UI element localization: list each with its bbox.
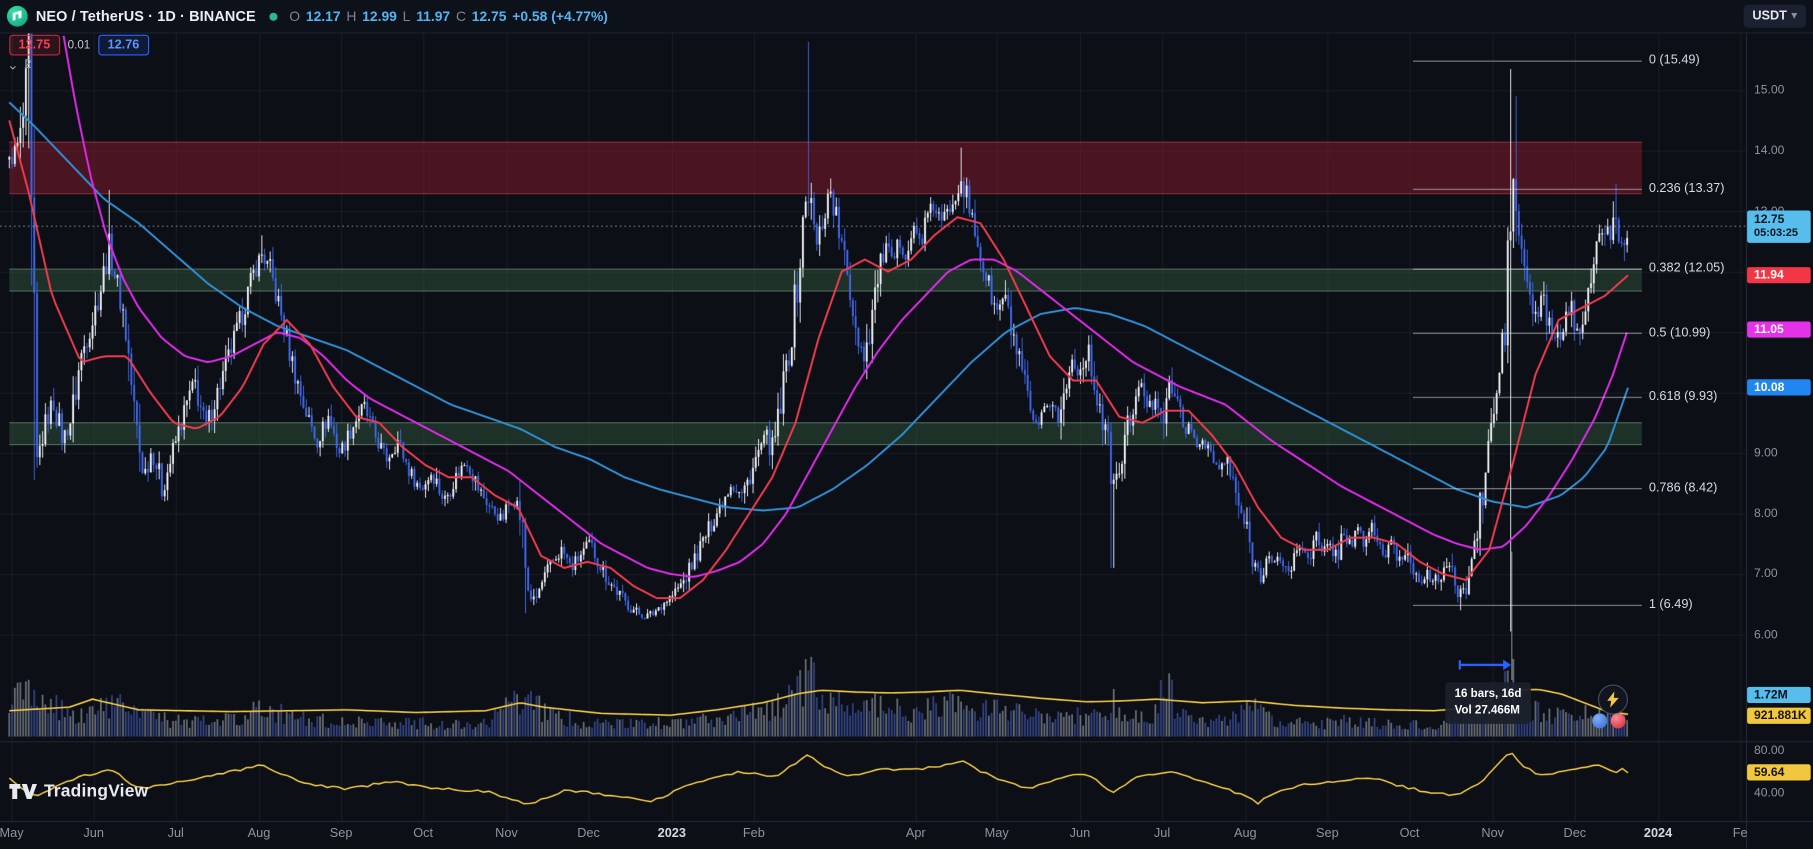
tradingview-wordmark: TradingView xyxy=(43,781,149,802)
open-label: O xyxy=(289,8,301,25)
time-axis-label-Jul: Jul xyxy=(1153,826,1171,841)
time-axis-label-Aug: Aug xyxy=(247,826,271,841)
time-axis-label-Jun: Jun xyxy=(83,826,104,841)
chart-topbar: NEO / TetherUS · 1D · BINANCE O 12.17 H … xyxy=(0,0,1813,34)
indicators-collapse-toggle[interactable]: ⌄ 2 xyxy=(7,58,31,72)
price-tag-1275: 12.75 05:03:25 xyxy=(1747,210,1811,243)
ohlc-readout: O 12.17 H 12.99 L 11.97 C 12.75 +0.58 (+… xyxy=(289,8,608,24)
open-value: 12.17 xyxy=(305,8,341,25)
reaction-icons xyxy=(1592,713,1626,729)
symbol-title: NEO / TetherUS · 1D · BINANCE xyxy=(35,8,256,25)
quick-trade-button[interactable] xyxy=(1597,684,1628,715)
time-axis-label-Apr: Apr xyxy=(905,826,926,841)
price-tag-5964: 59.64 xyxy=(1747,764,1811,781)
price-scale-label: 6.00 xyxy=(1754,627,1778,642)
price-tag-1105: 11.05 xyxy=(1747,320,1811,338)
time-axis-label-Dec: Dec xyxy=(1563,826,1587,841)
price-scale-label: 9.00 xyxy=(1754,446,1778,460)
measure-tooltip: 16 bars, 16d Vol 27.466M xyxy=(1445,682,1531,724)
time-axis[interactable]: May Jun Jul Aug Sep Oct Nov Dec 2023 Feb Apr May Jun… xyxy=(0,821,1813,849)
indicator-count: 2 xyxy=(24,57,32,72)
time-axis-label-Nov: Nov xyxy=(1481,826,1505,841)
measure-bars-text: 16 bars, 16d xyxy=(1454,687,1522,701)
time-axis-label-May: May xyxy=(0,826,24,841)
price-tag-1194: 11.94 xyxy=(1747,267,1811,284)
price-scale-label: 15.00 xyxy=(1754,83,1785,98)
reaction-icon-blue[interactable] xyxy=(1592,713,1608,729)
indicator-scale-label: 40.00 xyxy=(1754,786,1785,801)
symbol-button[interactable]: NEO / TetherUS · 1D · BINANCE xyxy=(6,5,256,27)
spread-value: 0.01 xyxy=(67,38,91,52)
price-scale-label: 14.00 xyxy=(1754,143,1785,158)
time-axis-label-Sep: Sep xyxy=(1316,826,1339,841)
indicator-scale-label: 80.00 xyxy=(1754,743,1785,758)
time-axis-label-Fe: Fe xyxy=(1732,826,1748,841)
price-scale[interactable]: 16.0015.0014.0013.009.008.007.006.0080.0… xyxy=(1746,0,1813,849)
time-axis-label-Oct: Oct xyxy=(413,826,434,841)
high-label: H xyxy=(346,8,357,25)
time-axis-label-Dec: Dec xyxy=(577,826,600,841)
time-axis-label-Oct: Oct xyxy=(1399,826,1420,841)
low-label: L xyxy=(402,8,411,25)
time-axis-label-Feb: Feb xyxy=(742,826,765,841)
price-scale-label: 7.00 xyxy=(1754,567,1778,581)
time-axis-label-Aug: Aug xyxy=(1233,826,1257,841)
sell-price-button[interactable]: 12.75 xyxy=(9,34,60,56)
chevron-down-icon: ▾ xyxy=(1791,8,1797,21)
price-tag-921881K: 921.881K xyxy=(1747,707,1811,724)
market-status-icon[interactable] xyxy=(269,12,278,21)
price-tag-172M: 1.72M xyxy=(1747,686,1811,703)
lightning-icon xyxy=(1607,691,1619,708)
time-axis-label-2024: 2024 xyxy=(1643,826,1673,841)
quote-row: 12.75 0.01 12.76 xyxy=(9,34,149,56)
tradingview-mark-icon xyxy=(9,783,37,799)
time-axis-label-Nov: Nov xyxy=(495,826,518,841)
change-value: +0.58 (+4.77%) xyxy=(512,8,608,25)
price-tag-1008: 10.08 xyxy=(1747,379,1811,396)
chevron-down-icon: ⌄ xyxy=(6,56,19,73)
reaction-icon-red[interactable] xyxy=(1610,713,1626,729)
time-axis-label-Sep: Sep xyxy=(329,826,353,841)
symbol-logo-icon xyxy=(6,5,28,27)
measure-volume-text: Vol 27.466M xyxy=(1454,704,1520,717)
buy-price-button[interactable]: 12.76 xyxy=(98,34,149,56)
time-axis-label-May: May xyxy=(984,826,1009,841)
high-value: 12.99 xyxy=(362,8,397,25)
currency-toggle-button[interactable]: USDT ▾ xyxy=(1743,4,1807,28)
price-scale-label: 8.00 xyxy=(1754,506,1778,521)
time-axis-label-Jun: Jun xyxy=(1069,826,1091,841)
currency-label: USDT xyxy=(1752,9,1787,24)
tradingview-logo[interactable]: TradingView xyxy=(9,781,149,802)
time-axis-label-Jul: Jul xyxy=(167,826,184,841)
close-value: 12.75 xyxy=(471,8,507,25)
low-value: 11.97 xyxy=(416,8,451,25)
time-axis-label-2023: 2023 xyxy=(657,826,686,841)
close-label: C xyxy=(455,8,466,25)
